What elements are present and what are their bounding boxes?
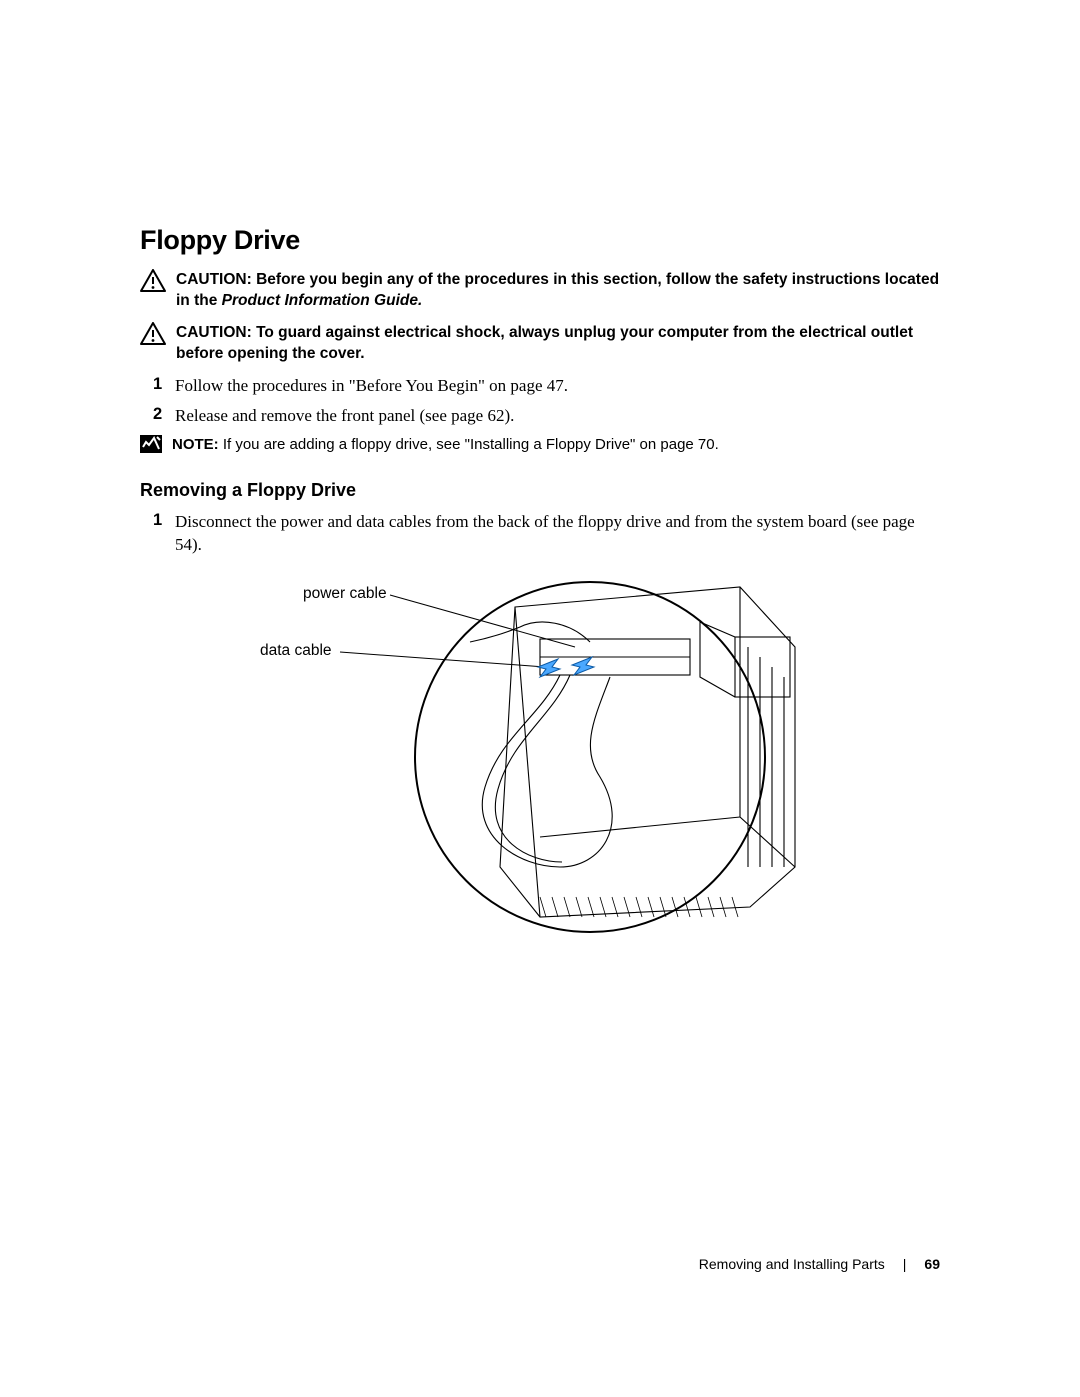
footer-chapter: Removing and Installing Parts — [699, 1256, 885, 1272]
note-text: NOTE: If you are adding a floppy drive, … — [172, 435, 719, 455]
step-text: Release and remove the front panel (see … — [175, 405, 514, 428]
note-icon — [140, 435, 162, 453]
caution-icon — [140, 322, 166, 346]
footer: Removing and Installing Parts | 69 — [699, 1256, 940, 1272]
step-row: 2 Release and remove the front panel (se… — [153, 405, 940, 428]
page: Floppy Drive CAUTION: Before you begin a… — [0, 0, 1080, 1397]
footer-page-number: 69 — [924, 1256, 940, 1272]
note-label: NOTE: — [172, 436, 219, 453]
steps-sub: 1 Disconnect the power and data cables f… — [153, 511, 940, 557]
note-body: If you are adding a floppy drive, see "I… — [219, 436, 719, 453]
caution-label: CAUTION: — [176, 271, 252, 288]
figure-label-data-cable: data cable — [260, 642, 332, 660]
caution-2: CAUTION: To guard against electrical sho… — [140, 322, 940, 365]
figure: power cable data cable — [240, 567, 840, 987]
figure-label-power-cable: power cable — [303, 585, 387, 603]
subheading: Removing a Floppy Drive — [140, 480, 940, 501]
caution-1: CAUTION: Before you begin any of the pro… — [140, 269, 940, 312]
step-text: Disconnect the power and data cables fro… — [175, 511, 940, 557]
footer-separator: | — [903, 1256, 907, 1272]
section-title: Floppy Drive — [140, 225, 940, 256]
figure-svg — [240, 567, 840, 987]
caution-2-text: CAUTION: To guard against electrical sho… — [176, 322, 940, 365]
caution-body: To guard against electrical shock, alway… — [176, 324, 913, 362]
step-number: 2 — [153, 405, 175, 428]
step-text: Follow the procedures in "Before You Beg… — [175, 375, 568, 398]
step-row: 1 Disconnect the power and data cables f… — [153, 511, 940, 557]
caution-label: CAUTION: — [176, 324, 252, 341]
note: NOTE: If you are adding a floppy drive, … — [140, 435, 940, 455]
step-row: 1 Follow the procedures in "Before You B… — [153, 375, 940, 398]
steps-top: 1 Follow the procedures in "Before You B… — [153, 375, 940, 428]
caution-icon — [140, 269, 166, 293]
caution-1-text: CAUTION: Before you begin any of the pro… — [176, 269, 940, 312]
step-number: 1 — [153, 375, 175, 398]
step-number: 1 — [153, 511, 175, 557]
caution-emphasis: Product Information Guide. — [222, 292, 423, 309]
